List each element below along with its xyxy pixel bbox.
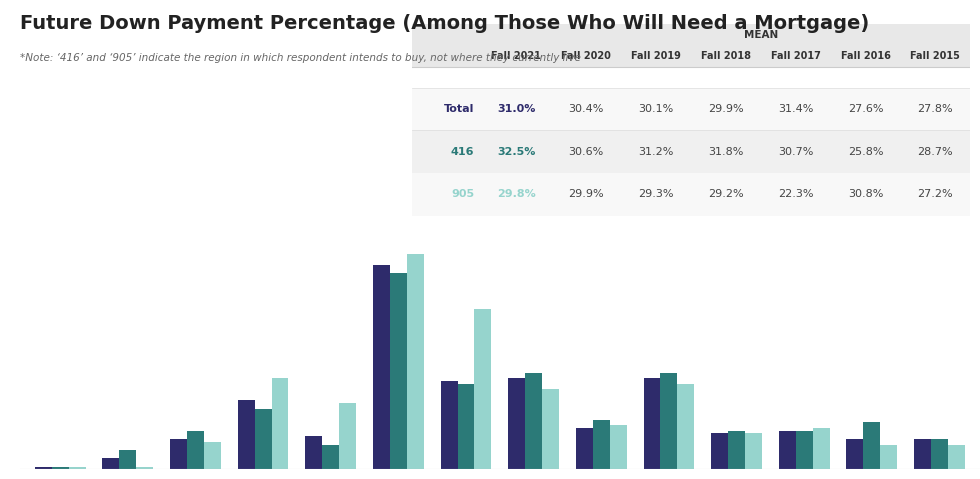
Bar	[35, 467, 52, 469]
Bar	[863, 422, 880, 469]
Bar	[644, 378, 661, 469]
Text: Fall 2020: Fall 2020	[562, 51, 612, 61]
Text: 25.8%: 25.8%	[848, 147, 883, 157]
Bar	[931, 439, 948, 469]
Text: Fall 2016: Fall 2016	[841, 51, 891, 61]
Bar	[103, 458, 120, 469]
Text: *Note: ‘416’ and ‘905’ indicate the region in which respondent intends to buy, n: *Note: ‘416’ and ‘905’ indicate the regi…	[20, 53, 580, 63]
Bar	[120, 450, 136, 469]
Text: Fall 2018: Fall 2018	[701, 51, 751, 61]
Text: 29.8%: 29.8%	[497, 189, 536, 199]
Text: 30.8%: 30.8%	[848, 189, 883, 199]
Bar	[238, 400, 255, 469]
Bar	[610, 425, 626, 469]
Bar	[474, 309, 491, 469]
Text: 29.9%: 29.9%	[568, 189, 604, 199]
Text: 30.4%: 30.4%	[568, 104, 604, 114]
Text: 22.3%: 22.3%	[778, 189, 813, 199]
Text: 29.3%: 29.3%	[638, 189, 673, 199]
Text: 27.8%: 27.8%	[917, 104, 954, 114]
Bar	[136, 467, 153, 469]
Text: 27.6%: 27.6%	[848, 104, 883, 114]
Bar	[677, 384, 694, 469]
Bar	[711, 433, 728, 469]
Bar	[509, 378, 525, 469]
Text: 30.6%: 30.6%	[568, 147, 604, 157]
Bar	[593, 420, 610, 469]
Bar	[373, 264, 390, 469]
FancyBboxPatch shape	[412, 24, 970, 67]
Bar	[204, 442, 221, 469]
Text: Fall 2017: Fall 2017	[770, 51, 820, 61]
Bar	[390, 273, 407, 469]
Bar	[576, 428, 593, 469]
Text: Fall 2021: Fall 2021	[491, 51, 541, 61]
Bar	[322, 445, 339, 469]
Bar	[69, 467, 85, 469]
Bar	[458, 384, 474, 469]
Bar	[255, 409, 271, 469]
Bar	[339, 403, 356, 469]
Text: 30.7%: 30.7%	[778, 147, 813, 157]
Bar	[171, 439, 187, 469]
Bar	[52, 467, 69, 469]
Bar	[914, 439, 931, 469]
Bar	[880, 445, 897, 469]
Bar	[847, 439, 863, 469]
Text: Fall 2019: Fall 2019	[631, 51, 681, 61]
FancyBboxPatch shape	[412, 130, 970, 173]
Bar	[441, 381, 458, 469]
Text: 28.7%: 28.7%	[917, 147, 954, 157]
Bar	[407, 253, 423, 469]
Bar	[542, 389, 559, 469]
Bar	[271, 378, 288, 469]
Bar	[661, 373, 677, 469]
Text: 29.9%: 29.9%	[708, 104, 744, 114]
Bar	[728, 431, 745, 469]
Text: 32.5%: 32.5%	[497, 147, 535, 157]
Bar	[306, 436, 322, 469]
Text: 31.2%: 31.2%	[638, 147, 673, 157]
FancyBboxPatch shape	[412, 88, 970, 130]
Bar	[812, 428, 829, 469]
Bar	[796, 431, 812, 469]
Text: 29.2%: 29.2%	[708, 189, 744, 199]
Text: 27.2%: 27.2%	[917, 189, 954, 199]
Text: Future Down Payment Percentage (Among Those Who Will Need a Mortgage): Future Down Payment Percentage (Among Th…	[20, 14, 869, 34]
Bar	[948, 445, 964, 469]
Text: 31.4%: 31.4%	[778, 104, 813, 114]
FancyBboxPatch shape	[412, 173, 970, 216]
Bar	[187, 431, 204, 469]
Text: 905: 905	[452, 189, 474, 199]
Text: 416: 416	[451, 147, 474, 157]
Text: 30.1%: 30.1%	[638, 104, 673, 114]
Text: Total: Total	[444, 104, 474, 114]
Bar	[745, 433, 761, 469]
Text: 31.8%: 31.8%	[709, 147, 744, 157]
Text: MEAN: MEAN	[744, 30, 778, 40]
Text: Fall 2015: Fall 2015	[910, 51, 960, 61]
Bar	[779, 431, 796, 469]
Bar	[525, 373, 542, 469]
Text: 31.0%: 31.0%	[497, 104, 535, 114]
